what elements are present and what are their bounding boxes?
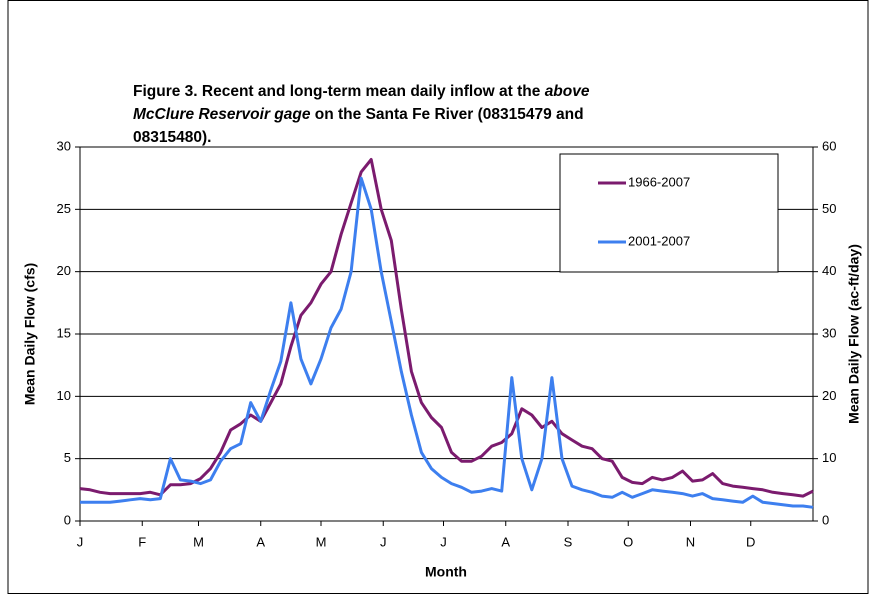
x-axis-title: Month — [425, 564, 467, 580]
chart-title: Figure 3. Recent and long-term mean dail… — [133, 83, 590, 146]
x-tick-label: F — [138, 534, 146, 549]
x-tick-label: J — [380, 534, 387, 549]
y-tick-label: 20 — [57, 263, 71, 278]
y2-tick-label: 30 — [822, 325, 836, 340]
title-segment: above — [545, 83, 590, 100]
x-tick-label: A — [501, 534, 510, 549]
x-tick-label: D — [746, 534, 755, 549]
plot-area — [79, 146, 814, 522]
y-tick-label: 10 — [57, 388, 71, 403]
title-segment: Figure 3. Recent and long-term mean dail… — [133, 83, 545, 100]
x-tick-label: M — [316, 534, 327, 549]
x-tick-label: A — [256, 534, 265, 549]
y-tick-label: 0 — [64, 512, 71, 527]
y2-axis-title: Mean Daily Flow (ac-ft/day) — [846, 244, 862, 424]
y2-tick-label: 60 — [822, 138, 836, 153]
y2-tick-label: 50 — [822, 201, 836, 216]
y-tick-label: 25 — [57, 201, 71, 216]
y2-tick-label: 20 — [822, 388, 836, 403]
x-tick-label: S — [564, 534, 573, 549]
x-tick-label: J — [440, 534, 447, 549]
title-segment: McClure Reservoir gage — [133, 106, 311, 123]
y2-tick-label: 40 — [822, 263, 836, 278]
y2-tick-label: 10 — [822, 450, 836, 465]
y2-tick-label: 0 — [822, 512, 829, 527]
legend-label: 2001-2007 — [628, 233, 690, 248]
y-tick-label: 5 — [64, 450, 71, 465]
title-line: Figure 3. Recent and long-term mean dail… — [133, 83, 590, 100]
title-segment: on the Santa Fe River (08315479 and — [310, 106, 583, 123]
x-tick-label: J — [77, 534, 84, 549]
x-tick-label: M — [193, 534, 204, 549]
legend-label: 1966-2007 — [628, 174, 690, 189]
title-line: McClure Reservoir gage on the Santa Fe R… — [133, 106, 584, 123]
y-axis-title: Mean Daily Flow (cfs) — [22, 263, 38, 405]
x-tick-label: O — [623, 534, 633, 549]
series-line — [79, 158, 814, 498]
y-tick-label: 15 — [57, 325, 71, 340]
title-line: 08315480). — [133, 129, 211, 146]
y-tick-label: 30 — [57, 138, 71, 153]
legend-box — [559, 153, 779, 273]
series-line — [80, 176, 814, 509]
title-segment: 08315480). — [133, 129, 211, 146]
x-tick-label: N — [686, 534, 695, 549]
